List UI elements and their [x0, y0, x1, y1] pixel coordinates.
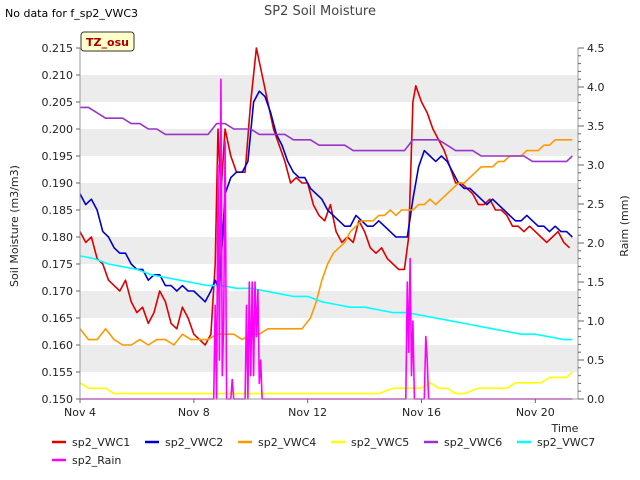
x-axis-label: Time — [551, 422, 579, 435]
y-tick-label: 0.185 — [42, 204, 74, 217]
legend-item-sp2_VWC7: sp2_VWC7 — [517, 436, 595, 449]
grid-bands — [80, 48, 578, 399]
y2-tick-label: 4.5 — [587, 42, 605, 55]
series-line-sp2_VWC7 — [79, 255, 573, 341]
y-tick-label: 0.170 — [42, 285, 74, 298]
y-tick-label: 0.210 — [42, 69, 74, 82]
y2-tick-label: 0.0 — [587, 393, 605, 406]
chart-title: SP2 Soil Moisture — [264, 4, 376, 19]
y2-tick-label: 4.0 — [587, 81, 605, 94]
tz-badge: TZ_osu — [80, 31, 135, 52]
y2-tick-label: 2.0 — [587, 237, 605, 250]
y2-tick-label: 1.0 — [587, 315, 605, 328]
no-data-note: No data for f_sp2_VWC3 — [5, 7, 138, 20]
legend-label: sp2_VWC1 — [72, 436, 130, 449]
legend-item-sp2_VWC4: sp2_VWC4 — [238, 436, 316, 449]
y-tick-label: 0.215 — [42, 42, 74, 55]
y-tick-label: 0.160 — [42, 339, 74, 352]
legend-label: sp2_VWC6 — [444, 436, 502, 449]
series-line-sp2_VWC4 — [79, 139, 573, 346]
x-tick-label: Nov 4 — [64, 406, 96, 419]
y2-tick-label: 1.5 — [587, 276, 605, 289]
axes — [79, 48, 579, 400]
y-tick-label: 0.195 — [42, 150, 74, 163]
legend-label: sp2_VWC4 — [258, 436, 316, 449]
x-tick-label: Nov 12 — [288, 406, 327, 419]
y2-tick-label: 3.5 — [587, 120, 605, 133]
y2-tick-label: 3.0 — [587, 159, 605, 172]
legend-label: sp2_VWC7 — [537, 436, 595, 449]
legend-item-sp2_VWC5: sp2_VWC5 — [331, 436, 409, 449]
series-line-sp2_Rain — [80, 78, 573, 400]
legend: sp2_VWC1 sp2_VWC2 sp2_VWC4 sp2_VWC5 sp2_VWC6… — [52, 436, 595, 467]
series-line-sp2_VWC5 — [79, 371, 573, 395]
grid-band — [80, 237, 578, 264]
y-axis-ticks: 0.150 0.155 0.160 0.165 0.170 0.175 0.180 0.185… — [42, 42, 80, 406]
y2-tick-label: 2.5 — [587, 198, 605, 211]
grid-band — [80, 75, 578, 102]
legend-item-sp2_VWC6: sp2_VWC6 — [424, 436, 502, 449]
y-tick-label: 0.150 — [42, 393, 74, 406]
y-tick-label: 0.205 — [42, 96, 74, 109]
tz-badge-label: TZ_osu — [86, 36, 129, 49]
legend-label: sp2_VWC2 — [165, 436, 223, 449]
x-tick-label: Nov 16 — [402, 406, 441, 419]
grid-band — [80, 345, 578, 372]
plot-area — [80, 48, 578, 399]
x-tick-label: Nov 20 — [516, 406, 555, 419]
legend-item-sp2_VWC2: sp2_VWC2 — [145, 436, 223, 449]
y-tick-label: 0.155 — [42, 366, 74, 379]
y-tick-label: 0.165 — [42, 312, 74, 325]
series-line-sp2_VWC2 — [79, 90, 573, 303]
y-tick-label: 0.175 — [42, 258, 74, 271]
x-tick-label: Nov 8 — [178, 406, 210, 419]
grid-band — [80, 291, 578, 318]
grid-band — [80, 183, 578, 210]
x-axis-ticks: Nov 4 Nov 8 Nov 12 Nov 16 Nov 20 — [64, 399, 555, 419]
legend-item-sp2_Rain: sp2_Rain — [52, 454, 121, 467]
legend-label: sp2_VWC5 — [351, 436, 409, 449]
grid-band — [80, 129, 578, 156]
y2-axis-label: Raim (mm) — [618, 195, 631, 256]
series-line-sp2_VWC6 — [80, 106, 573, 163]
y2-axis-ticks: 0.0 0.5 1.0 1.5 2.0 2.5 3.0 3.5 4.0 4.5 — [578, 42, 605, 406]
y-tick-label: 0.190 — [42, 177, 74, 190]
y2-tick-label: 0.5 — [587, 354, 605, 367]
y-axis-label: Soil Moisture (m3/m3) — [8, 165, 21, 287]
legend-item-sp2_VWC1: sp2_VWC1 — [52, 436, 130, 449]
series-layer — [79, 47, 573, 400]
legend-label: sp2_Rain — [72, 454, 121, 467]
y-tick-label: 0.200 — [42, 123, 74, 136]
y-tick-label: 0.180 — [42, 231, 74, 244]
